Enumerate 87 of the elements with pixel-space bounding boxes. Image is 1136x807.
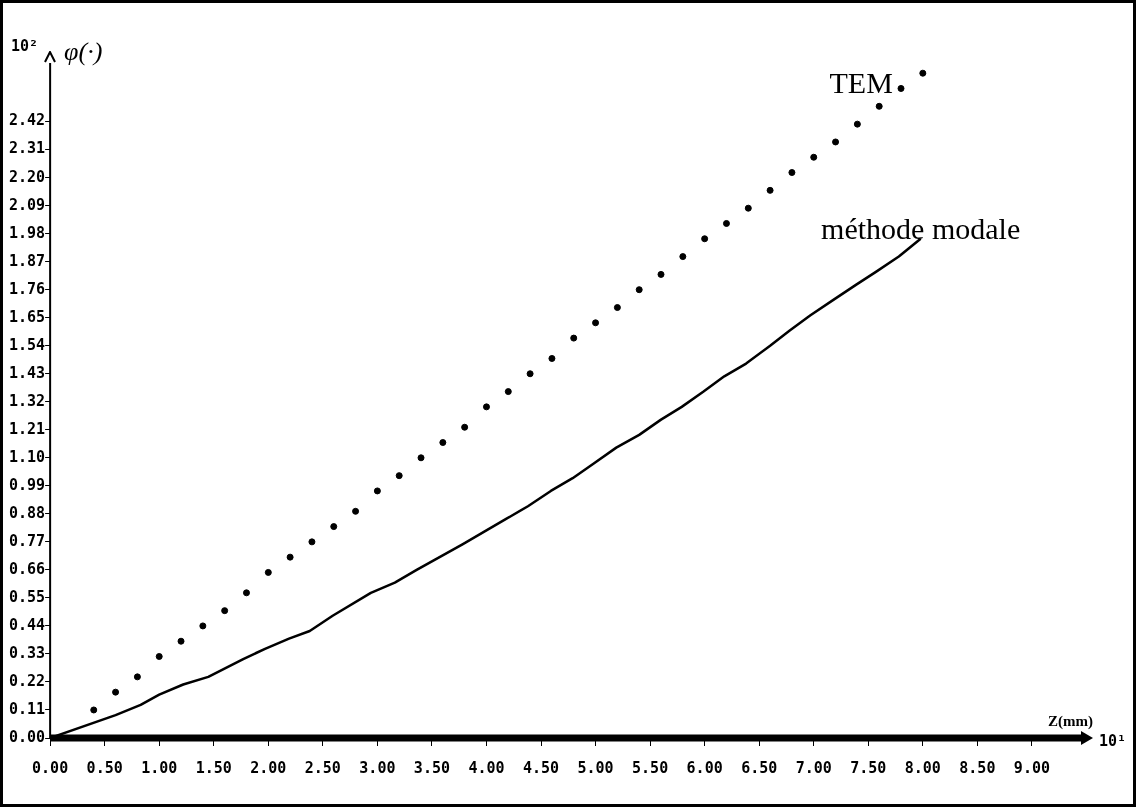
point bbox=[897, 84, 905, 92]
point bbox=[679, 253, 687, 261]
y-tick-label: 0.44 bbox=[9, 615, 46, 634]
point bbox=[482, 403, 490, 411]
x-tick-label: 2.00 bbox=[250, 758, 287, 777]
x-axis-title: Z(mm) bbox=[1048, 713, 1093, 731]
x-tick-label: 0.00 bbox=[32, 758, 69, 777]
text: 10² bbox=[11, 36, 39, 55]
y-tick-label: 0.00 bbox=[9, 727, 46, 746]
y-tick-label: 0.11 bbox=[9, 699, 46, 718]
point bbox=[832, 138, 840, 146]
y-tick-label: 2.09 bbox=[9, 195, 46, 214]
point bbox=[592, 319, 600, 327]
point bbox=[286, 553, 294, 561]
y-tick-label: 0.33 bbox=[9, 643, 46, 662]
y-tick-label: 0.88 bbox=[9, 503, 46, 522]
point bbox=[199, 622, 207, 630]
y-axis-title: φ(·) bbox=[64, 36, 103, 66]
x-tick-label: 8.50 bbox=[959, 758, 996, 777]
x-tick-label: 8.00 bbox=[904, 758, 941, 777]
x-tick-label: 6.50 bbox=[741, 758, 778, 777]
point bbox=[155, 652, 163, 660]
point bbox=[766, 186, 774, 194]
series-label: TEM bbox=[829, 66, 893, 100]
point bbox=[810, 153, 818, 161]
y-tick-label: 0.55 bbox=[9, 587, 46, 606]
point bbox=[461, 423, 469, 431]
x-tick-label: 5.50 bbox=[632, 758, 669, 777]
x-tick-label: 5.00 bbox=[577, 758, 614, 777]
y-tick-label: 1.98 bbox=[9, 223, 46, 242]
point bbox=[919, 69, 927, 77]
point bbox=[504, 388, 512, 396]
point bbox=[221, 607, 229, 615]
y-tick-label: 0.66 bbox=[9, 559, 46, 578]
point bbox=[613, 304, 621, 312]
point bbox=[330, 523, 338, 531]
y-tick-label: 2.42 bbox=[9, 111, 46, 130]
point bbox=[635, 286, 643, 294]
point bbox=[788, 169, 796, 177]
x-tick-label: 3.00 bbox=[359, 758, 396, 777]
point bbox=[352, 507, 360, 515]
y-tick-label: 2.20 bbox=[9, 167, 46, 186]
point bbox=[133, 673, 141, 681]
point bbox=[570, 334, 578, 342]
point bbox=[373, 487, 381, 495]
y-tick-label: 0.77 bbox=[9, 531, 46, 550]
y-tick-label: 1.76 bbox=[9, 279, 46, 298]
x-tick-label: 7.50 bbox=[850, 758, 887, 777]
y-tick-label: 1.32 bbox=[9, 391, 46, 410]
point bbox=[548, 354, 556, 362]
point bbox=[722, 219, 730, 227]
y-tick-label: 0.22 bbox=[9, 671, 46, 690]
point bbox=[526, 370, 534, 378]
x-tick-label: 7.00 bbox=[795, 758, 832, 777]
x-tick-label: 3.50 bbox=[413, 758, 450, 777]
point bbox=[744, 204, 752, 212]
point bbox=[90, 706, 98, 714]
y-tick-label: 1.87 bbox=[9, 251, 46, 270]
text: 10¹ bbox=[1099, 731, 1127, 750]
point bbox=[177, 637, 185, 645]
y-tick-label: 1.10 bbox=[9, 447, 46, 466]
point bbox=[875, 102, 883, 110]
point bbox=[395, 472, 403, 480]
x-tick-label: 0.50 bbox=[86, 758, 123, 777]
x-tick-label: 4.50 bbox=[522, 758, 560, 777]
y-tick-label: 1.21 bbox=[9, 419, 46, 438]
y-tick-label: 1.54 bbox=[9, 335, 46, 354]
y-tick-label: 2.31 bbox=[9, 139, 46, 158]
point bbox=[308, 538, 316, 546]
point bbox=[701, 235, 709, 243]
y-tick-label: 1.43 bbox=[9, 363, 46, 382]
point bbox=[439, 439, 447, 447]
point bbox=[657, 270, 665, 278]
x-tick-label: 4.00 bbox=[468, 758, 505, 777]
x-tick-label: 2.50 bbox=[304, 758, 341, 777]
x-tick-label: 1.00 bbox=[141, 758, 178, 777]
point bbox=[264, 568, 272, 576]
y-tick-label: 0.99 bbox=[9, 475, 46, 494]
x-tick-label: 9.00 bbox=[1013, 758, 1050, 777]
point bbox=[417, 454, 425, 462]
point bbox=[242, 589, 250, 597]
series-label: méthode modale bbox=[821, 211, 1021, 245]
y-tick-label: 1.65 bbox=[9, 307, 46, 326]
x-tick-label: 1.50 bbox=[195, 758, 232, 777]
point bbox=[853, 120, 861, 128]
point bbox=[112, 688, 120, 696]
x-tick-label: 6.00 bbox=[686, 758, 723, 777]
